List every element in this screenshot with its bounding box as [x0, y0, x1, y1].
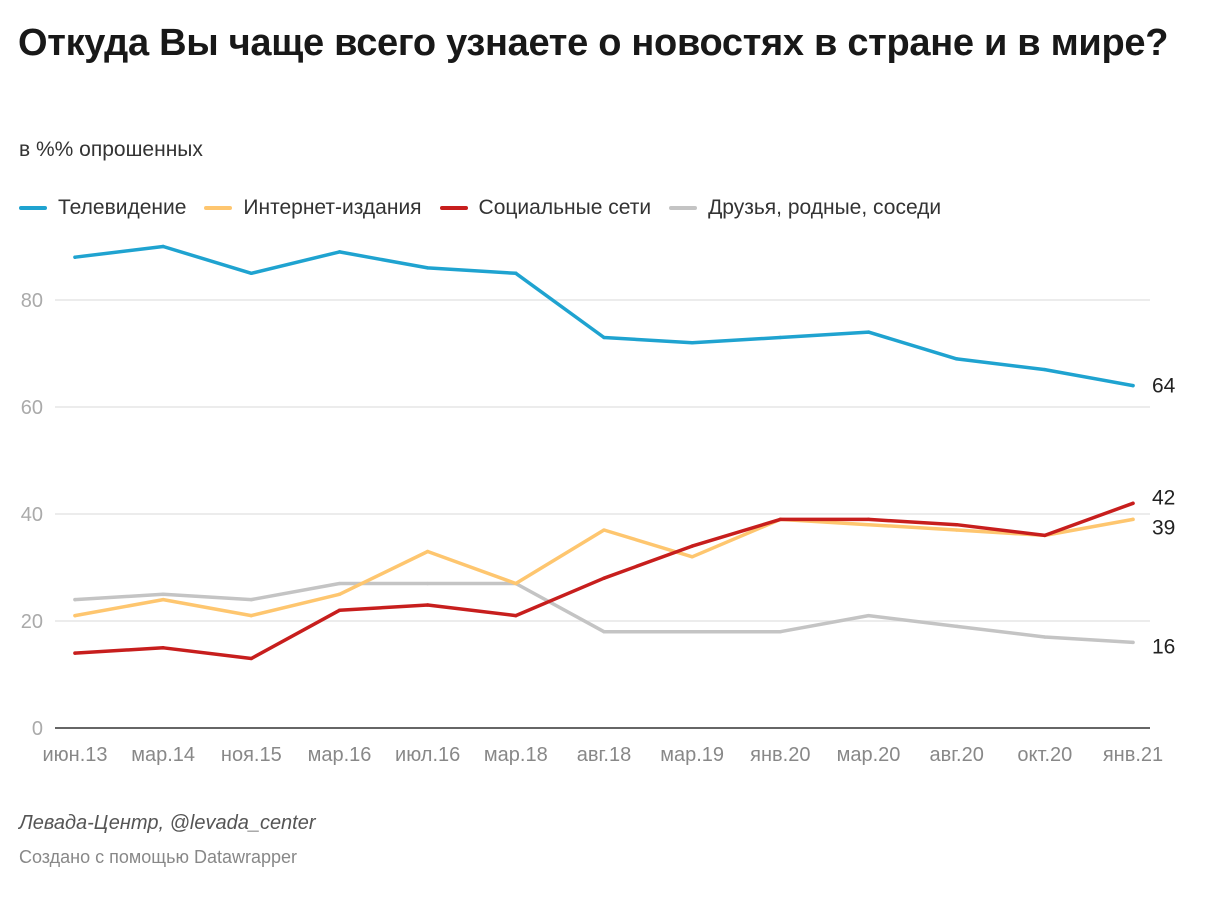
- data-point-tv: [249, 271, 254, 275]
- legend-label-tv: Телевидение: [58, 196, 187, 219]
- legend-item-social: Социальные сети: [439, 196, 652, 220]
- data-point-friends: [954, 624, 959, 629]
- legend-item-tv: Телевидение: [19, 196, 186, 220]
- legend-swatch-tv: [19, 206, 47, 210]
- data-point-social: [1043, 533, 1047, 538]
- data-point-internet: [514, 581, 518, 586]
- data-point-tv: [690, 341, 694, 345]
- legend-label-social: Социальные сети: [478, 196, 652, 219]
- x-tick-label: мар.18: [484, 744, 548, 766]
- end-label-tv: 64: [1152, 375, 1176, 398]
- data-point-friends: [1043, 635, 1047, 639]
- series-line-tv: [73, 244, 1135, 388]
- gridlines: [55, 299, 1150, 729]
- legend-item-friends: Друзья, родные, соседи: [669, 196, 941, 220]
- data-point-friends: [866, 613, 871, 618]
- chart-subtitle: в %% опрошенных: [19, 138, 203, 161]
- x-tick-label: янв.21: [1103, 744, 1163, 766]
- data-point-social: [954, 523, 959, 527]
- x-tick-label: авг.18: [577, 744, 631, 766]
- legend-swatch-friends: [669, 206, 698, 210]
- data-point-friends: [778, 630, 783, 634]
- data-point-tv: [514, 271, 518, 275]
- x-tick-label: мар.16: [308, 744, 372, 766]
- chart-title: Откуда Вы чаще всего узнаете о новостях …: [18, 22, 1169, 64]
- data-point-social: [1131, 501, 1135, 505]
- data-point-internet: [866, 523, 871, 527]
- data-point-friends: [249, 597, 254, 602]
- end-label-internet: 39: [1152, 516, 1175, 539]
- data-point-tv: [866, 330, 871, 334]
- x-tick-label: ноя.15: [221, 744, 282, 766]
- data-point-friends: [425, 581, 430, 586]
- y-axis-ticks: 0 20 40 60 80: [21, 290, 43, 740]
- data-point-friends: [602, 630, 606, 634]
- legend-swatch-internet: [204, 206, 233, 210]
- legend-label-internet: Интернет-издания: [243, 196, 422, 219]
- y-tick-label: 20: [21, 611, 43, 633]
- data-point-tv: [337, 250, 342, 254]
- data-point-internet: [1131, 517, 1135, 522]
- data-point-internet: [425, 549, 430, 554]
- series-lines: [73, 244, 1135, 661]
- data-point-social: [337, 608, 342, 612]
- legend-item-internet: Интернет-издания: [204, 196, 422, 220]
- data-point-social: [73, 651, 77, 655]
- data-point-tv: [161, 244, 165, 249]
- x-tick-label: окт.20: [1017, 744, 1072, 766]
- data-point-social: [514, 613, 518, 618]
- legend: Телевидение Интернет-издания Социальные …: [19, 196, 959, 220]
- data-point-tv: [1131, 383, 1135, 388]
- data-point-friends: [73, 597, 77, 602]
- y-tick-label: 40: [21, 504, 43, 526]
- credit-note: Создано с помощью Datawrapper: [19, 847, 298, 867]
- data-point-internet: [602, 528, 606, 532]
- data-point-social: [866, 517, 871, 522]
- data-point-internet: [337, 592, 342, 596]
- data-point-internet: [249, 613, 254, 618]
- data-point-friends: [1131, 640, 1135, 645]
- y-tick-label: 0: [32, 718, 43, 740]
- x-tick-label: июн.13: [42, 744, 107, 766]
- data-point-friends: [337, 581, 342, 586]
- data-point-friends: [161, 592, 165, 596]
- x-axis-ticks: июн.13 мар.14 ноя.15 мар.16 июл.16 мар.18 авг.…: [42, 744, 1163, 766]
- series-line-social: [73, 501, 1135, 661]
- data-point-social: [778, 517, 783, 522]
- data-point-internet: [954, 528, 959, 532]
- data-point-social: [161, 646, 165, 650]
- x-tick-label: мар.14: [131, 744, 195, 766]
- series-line-internet: [73, 517, 1135, 618]
- data-point-social: [425, 603, 430, 607]
- data-point-tv: [954, 357, 959, 361]
- data-point-tv: [73, 255, 77, 259]
- end-label-social: 42: [1152, 486, 1175, 509]
- x-tick-label: мар.20: [837, 744, 901, 766]
- data-point-friends: [690, 630, 694, 634]
- data-point-internet: [690, 555, 694, 559]
- data-point-tv: [425, 266, 430, 270]
- data-point-social: [690, 544, 694, 548]
- data-point-social: [602, 576, 606, 580]
- end-label-friends: 16: [1152, 635, 1175, 658]
- data-point-internet: [161, 597, 165, 602]
- data-point-tv: [602, 335, 606, 340]
- legend-swatch-social: [439, 206, 468, 210]
- y-tick-label: 60: [21, 397, 43, 419]
- data-point-tv: [1043, 367, 1047, 372]
- data-point-social: [249, 656, 254, 661]
- data-point-internet: [73, 613, 77, 618]
- x-tick-label: мар.19: [660, 744, 724, 766]
- source-note: Левада-Центр, @levada_center: [19, 812, 316, 834]
- x-tick-label: авг.20: [929, 744, 983, 766]
- x-tick-label: июл.16: [395, 744, 460, 766]
- x-tick-label: янв.20: [750, 744, 810, 766]
- end-labels: 64 39 42 16: [1152, 375, 1176, 659]
- data-point-tv: [778, 335, 783, 340]
- legend-label-friends: Друзья, родные, соседи: [708, 196, 942, 219]
- y-tick-label: 80: [21, 290, 43, 312]
